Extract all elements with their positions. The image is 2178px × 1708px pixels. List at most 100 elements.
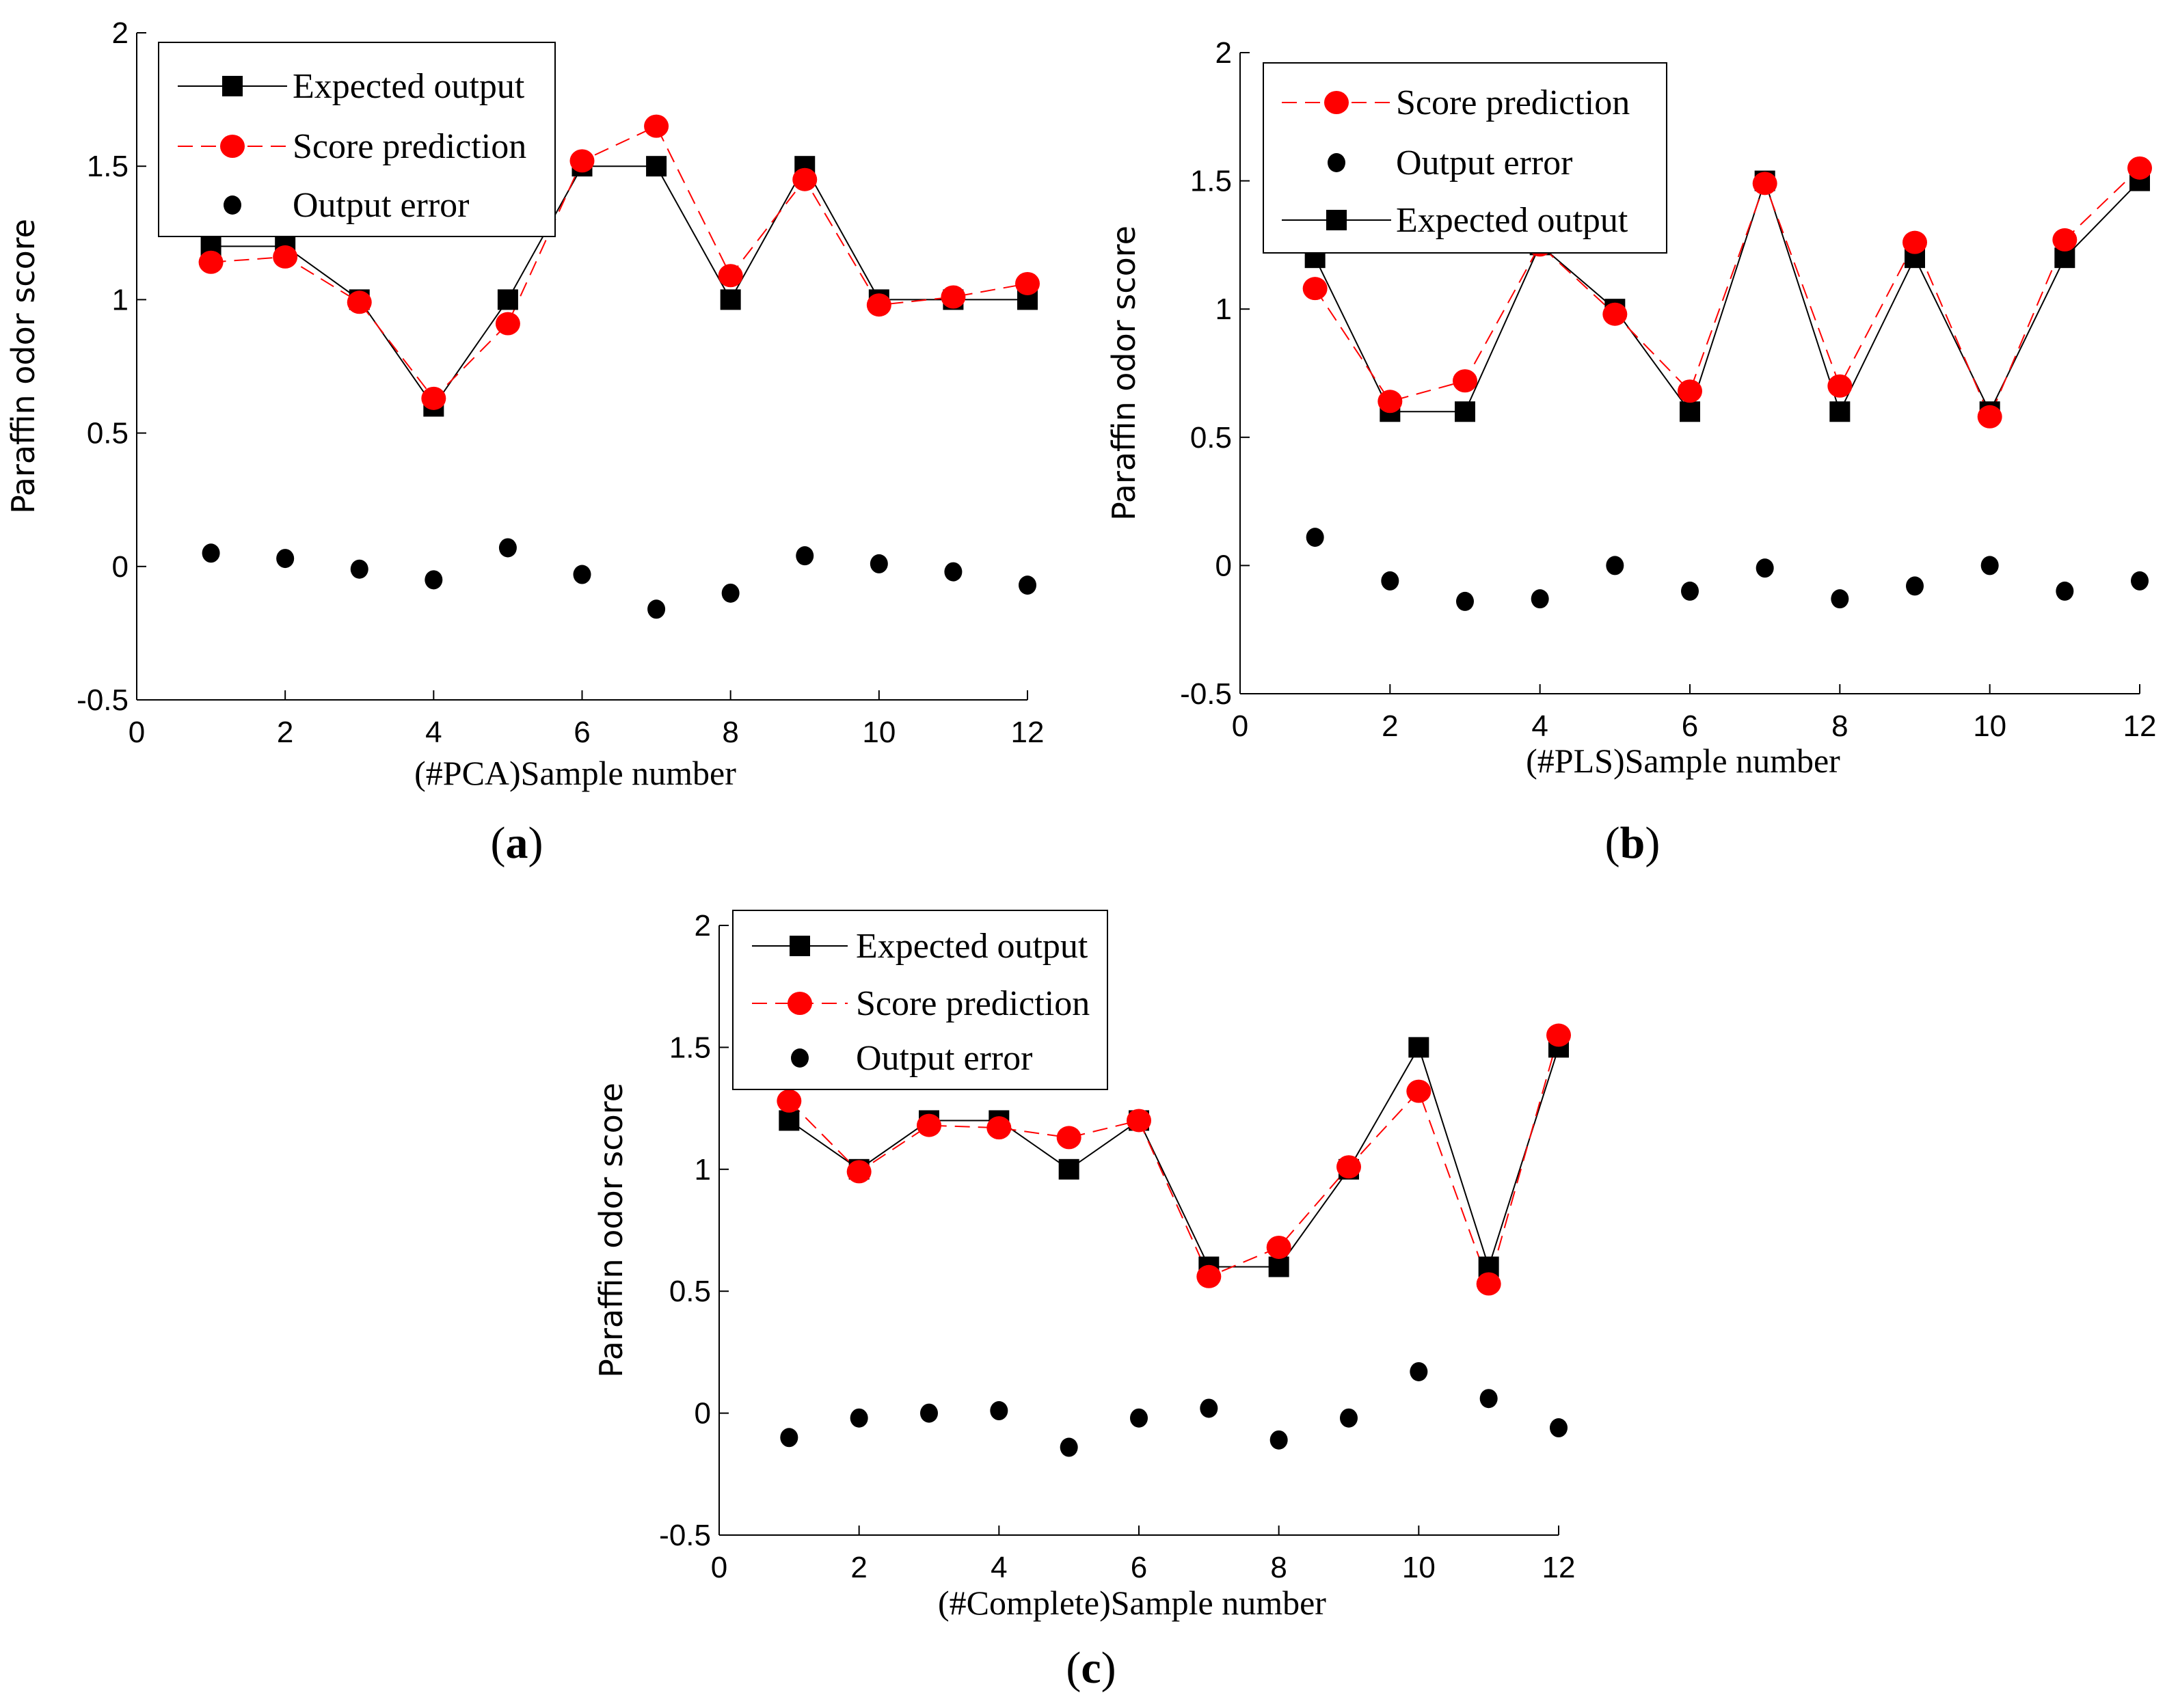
y-tick-label: 0: [112, 550, 129, 584]
panel-label-close: ): [528, 818, 543, 868]
legend: Expected output Score prediction Output er…: [732, 910, 1108, 1090]
output-error-point: [350, 559, 368, 579]
x-tick-label: 8: [1270, 1551, 1287, 1584]
x-tick-label: 0: [711, 1551, 727, 1584]
output-error-point: [990, 1401, 1008, 1421]
score-prediction-point: [1196, 1264, 1222, 1288]
x-axis-label: (#PCA)Sample number: [414, 754, 736, 792]
score-prediction-point: [644, 114, 669, 138]
score-prediction-point: [1127, 1109, 1151, 1133]
output-error-point: [202, 543, 220, 563]
expected-output-point: [1268, 1256, 1289, 1277]
score-prediction-point: [1453, 369, 1477, 393]
output-error-point: [1456, 591, 1474, 611]
panel-label: (c): [1066, 1643, 1116, 1693]
score-prediction-point: [1302, 277, 1328, 301]
x-tick-label: 2: [850, 1551, 867, 1584]
y-tick-label: 1.5: [87, 150, 129, 183]
score-prediction-point: [718, 264, 743, 288]
output-error-point: [1479, 1389, 1498, 1409]
legend-label-score-prediction: Score prediction: [856, 984, 1090, 1023]
output-error-point: [1906, 576, 1924, 596]
output-error-point: [944, 562, 963, 582]
legend-label-output-error: Output error: [1396, 144, 1572, 182]
output-error-point: [721, 583, 740, 603]
output-error-point: [920, 1403, 938, 1423]
x-tick-label: 6: [574, 716, 590, 749]
legend-label-output-error: Output error: [293, 186, 469, 225]
score-prediction-point: [273, 245, 298, 269]
x-tick-label: 8: [722, 716, 738, 749]
x-tick-label: 12: [1011, 716, 1045, 749]
output-error-point: [276, 549, 295, 569]
y-tick-label: 0: [695, 1397, 711, 1431]
score-prediction-point: [1476, 1272, 1501, 1296]
legend-marker-output-error: [224, 195, 241, 215]
score-prediction-point: [421, 386, 446, 410]
x-tick-label: 4: [1531, 709, 1548, 743]
score-prediction-point: [917, 1113, 941, 1137]
output-error-point: [1306, 528, 1324, 547]
score-prediction-point: [569, 149, 595, 173]
x-axis-label: (#Complete)Sample number: [938, 1584, 1326, 1622]
y-tick-label: 2: [1215, 36, 1232, 70]
output-error-point: [1381, 571, 1399, 591]
score-prediction-point: [1678, 379, 1702, 403]
output-error-point: [1681, 581, 1699, 601]
panel-label: (b): [1605, 818, 1661, 868]
expected-output-point: [1829, 401, 1851, 422]
panel-label-close: ): [1101, 1643, 1116, 1693]
output-error-point: [2131, 571, 2149, 591]
output-error-point: [573, 565, 591, 584]
panel-label-letter: b: [1620, 818, 1645, 868]
output-error-point: [850, 1408, 868, 1428]
x-tick-label: 4: [425, 716, 442, 749]
x-axis-label: (#PLS)Sample number: [1526, 742, 1840, 780]
x-tick-label: 0: [1232, 709, 1248, 743]
y-tick-label: -0.5: [659, 1519, 711, 1552]
score-prediction-point: [1015, 271, 1040, 295]
legend-marker-output-error: [791, 1048, 809, 1068]
x-tick-label: 12: [2123, 709, 2157, 743]
output-error-point: [2056, 581, 2074, 601]
panel-label-close: ): [1645, 818, 1660, 868]
legend-marker-score-prediction: [1324, 91, 1349, 114]
legend-marker-output-error: [1328, 153, 1345, 172]
x-tick-label: 10: [1402, 1551, 1436, 1584]
legend: Expected output Score prediction Output er…: [158, 42, 556, 237]
output-error-point: [780, 1428, 798, 1448]
expected-output-point: [646, 156, 667, 177]
score-prediction-point: [1056, 1126, 1081, 1150]
panel-label-letter: c: [1081, 1643, 1101, 1693]
output-error-point: [1410, 1361, 1428, 1381]
series-line-score-prediction: [788, 1035, 1559, 1286]
score-prediction-point: [2052, 228, 2078, 252]
output-error-point: [1831, 589, 1849, 609]
expected-output-point: [1455, 401, 1475, 422]
x-tick-label: 10: [862, 716, 896, 749]
x-tick-label: 2: [277, 716, 293, 749]
score-prediction-point: [1266, 1235, 1291, 1259]
x-tick-label: 10: [1973, 709, 2006, 743]
output-error-point: [870, 554, 888, 573]
series-line-expected-output: [211, 165, 1027, 408]
y-tick-label: 1: [695, 1153, 711, 1187]
score-prediction-point: [1602, 302, 1628, 326]
score-prediction-point: [986, 1116, 1012, 1140]
score-prediction-point: [1377, 390, 1403, 414]
score-prediction-point: [1406, 1079, 1431, 1103]
score-prediction-point: [1903, 230, 1927, 254]
output-error-point: [647, 599, 666, 619]
score-prediction-point: [866, 293, 891, 317]
output-error-point: [1531, 589, 1549, 609]
score-prediction-point: [1546, 1023, 1571, 1047]
expected-output-point: [1680, 401, 1700, 422]
y-tick-label: 1.5: [669, 1031, 711, 1064]
y-axis-label: Paraffin odor score: [1105, 226, 1142, 521]
legend-label-score-prediction: Score prediction: [293, 127, 526, 166]
legend-marker-score-prediction: [220, 135, 245, 158]
legend-label-expected-output: Expected output: [856, 927, 1088, 966]
series-line-score-prediction: [211, 125, 1028, 400]
score-prediction-point: [1752, 172, 1777, 195]
